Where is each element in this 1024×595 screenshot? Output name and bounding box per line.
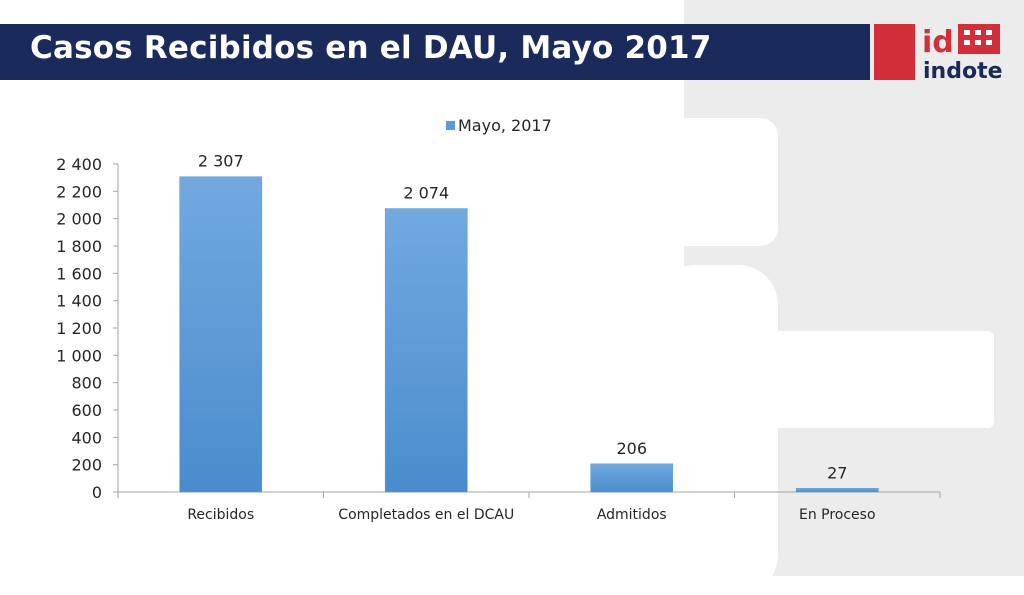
data-label: 2 074 (403, 184, 449, 203)
indotel-logo: id indotel (874, 22, 1010, 84)
y-tick-label: 600 (71, 401, 102, 420)
bar (590, 463, 674, 493)
y-tick-label: 2 400 (56, 155, 102, 174)
background-cutout (655, 265, 778, 595)
indotel-logo-graphic: id indotel (874, 24, 1010, 84)
y-tick-label: 1 400 (56, 292, 102, 311)
data-label: 206 (616, 439, 647, 458)
y-tick-label: 2 200 (56, 182, 102, 201)
y-tick-label: 400 (71, 428, 102, 447)
background-cutout (726, 331, 994, 428)
y-tick-label: 1 600 (56, 264, 102, 283)
bar (179, 176, 263, 493)
y-tick-label: 0 (92, 483, 102, 502)
y-axis: 0 200 400 600 800 1 000 1 200 1 400 1 600 1 800 2 … (56, 155, 119, 502)
x-tick-label: En Proceso (799, 507, 876, 523)
y-tick-label: 2 000 (56, 210, 102, 229)
y-tick-label: 800 (71, 374, 102, 393)
x-tick-label: Recibidos (187, 507, 254, 523)
bars: 2 307 2 074 206 27 (179, 152, 879, 493)
x-tick-label: Admitidos (597, 507, 667, 523)
y-tick-label: 1 000 (56, 346, 102, 365)
logo-dots-box (958, 24, 1000, 54)
logo-mark: id (922, 25, 954, 60)
y-tick-label: 200 (71, 456, 102, 475)
title-bar (0, 24, 870, 80)
x-axis: Recibidos Completados en el DCAU Admitidos… (117, 491, 941, 523)
legend-swatch (446, 121, 455, 130)
background-cutout (655, 118, 778, 246)
logo-wordmark: indotel (923, 59, 1004, 82)
bar (795, 488, 879, 493)
logo-red-block (874, 24, 915, 80)
data-label: 2 307 (198, 152, 244, 171)
legend: Mayo, 2017 (446, 116, 552, 135)
bar-chart: 0 200 400 600 800 1 000 1 200 1 400 1 600 1 800 2 … (56, 116, 941, 523)
slide-title: Casos Recibidos en el DAU, Mayo 2017 (30, 30, 712, 66)
data-label: 27 (827, 463, 847, 482)
bar (384, 208, 468, 493)
legend-label: Mayo, 2017 (458, 116, 552, 135)
x-tick-label: Completados en el DCAU (338, 507, 514, 523)
y-tick-label: 1 800 (56, 237, 102, 256)
y-tick-label: 1 200 (56, 319, 102, 338)
